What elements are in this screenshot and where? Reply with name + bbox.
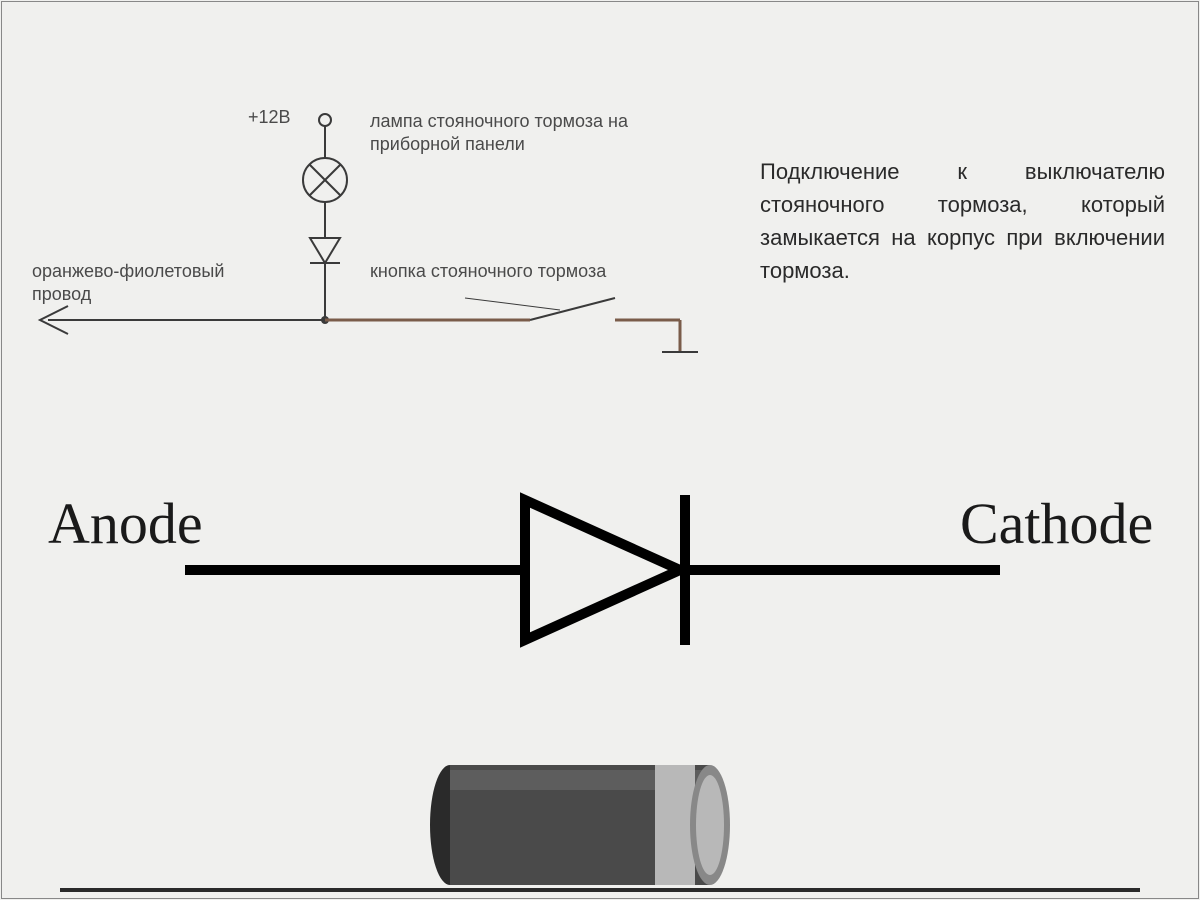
diode-symbol bbox=[185, 495, 1000, 645]
description-text: Подключение к выключателю стояночного то… bbox=[760, 155, 1165, 287]
anode-label: Anode bbox=[48, 490, 203, 557]
lamp-label: лампа стояночного тормоза на приборной п… bbox=[370, 110, 630, 157]
small-diode-icon bbox=[310, 238, 340, 263]
voltage-label: +12В bbox=[248, 106, 291, 129]
voltage-terminal-icon bbox=[319, 114, 331, 126]
component-band bbox=[655, 765, 695, 885]
wire-label: оранжево-фиолетовый провод bbox=[32, 260, 262, 307]
switch-lever-icon bbox=[530, 298, 615, 320]
component-endcap-inner bbox=[696, 775, 724, 875]
cathode-label: Cathode bbox=[960, 490, 1153, 557]
diode-component bbox=[60, 765, 1140, 890]
leader-line bbox=[465, 298, 560, 310]
button-label: кнопка стояночного тормоза bbox=[370, 260, 620, 283]
diode-triangle-icon bbox=[525, 500, 680, 640]
